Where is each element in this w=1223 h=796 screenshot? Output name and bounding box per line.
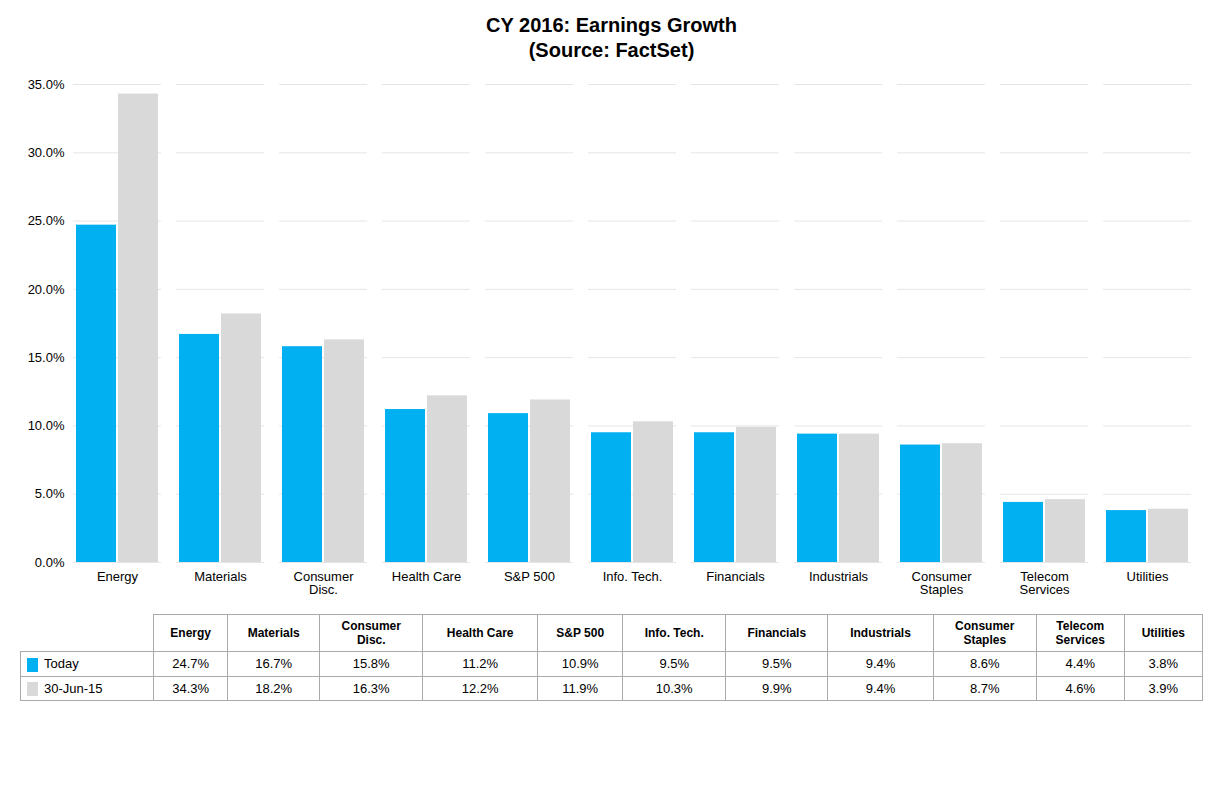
svg-text:Industrials: Industrials [809, 569, 869, 584]
html-text:34.3%: 34.3% [172, 680, 210, 696]
html-text:9.5%: 9.5% [659, 656, 689, 672]
html-text:3.9%: 3.9% [1148, 680, 1179, 696]
svg-text:Materials: Materials [194, 569, 247, 584]
svg-text:ConsumerDisc.: ConsumerDisc. [294, 569, 355, 597]
html-text:10.9%: 10.9% [561, 656, 599, 672]
svg-text:Energy: Energy [97, 569, 139, 584]
html-text:Info. Tech.: Info. Tech. [644, 626, 704, 640]
html-text:30-Jun-15: 30-Jun-15 [44, 680, 103, 696]
html-text:Industrials: Industrials [850, 626, 911, 640]
html-text:18.2%: 18.2% [255, 680, 293, 696]
html-text:12.2%: 12.2% [461, 680, 499, 696]
html-text:S&P 500: S&P 500 [556, 626, 605, 640]
html-text:15.8%: 15.8% [352, 656, 390, 672]
html-text:11.9%: 11.9% [562, 680, 599, 696]
svg-text:10.0%: 10.0% [28, 418, 65, 433]
svg-text:Financials: Financials [706, 569, 765, 584]
svg-text:Info. Tech.: Info. Tech. [603, 569, 663, 584]
html-text:16.3%: 16.3% [352, 680, 390, 696]
html-text:(Source: FactSet): (Source: FactSet) [528, 39, 695, 61]
html-text:9.9%: 9.9% [761, 680, 792, 696]
svg-text:S&P 500: S&P 500 [504, 569, 555, 584]
html-text:24.7%: 24.7% [172, 656, 210, 672]
html-text:9.4%: 9.4% [865, 656, 896, 672]
svg-text:Health Care: Health Care [392, 569, 461, 584]
html-text:Telecom Services: Telecom Services [1055, 619, 1105, 647]
svg-text:0.0%: 0.0% [35, 555, 65, 570]
html-text:8.7%: 8.7% [970, 680, 1000, 696]
svg-text:20.0%: 20.0% [28, 282, 65, 297]
html-text:10.3%: 10.3% [655, 680, 693, 696]
html-text:Financials: Financials [747, 626, 807, 640]
svg-text:Utilities: Utilities [1127, 569, 1169, 584]
html-text:9.5%: 9.5% [761, 656, 792, 672]
html-text:Today: Today [44, 656, 79, 671]
html-text:4.4%: 4.4% [1065, 656, 1096, 672]
html-text:11.2%: 11.2% [462, 656, 499, 672]
html-text:9.4%: 9.4% [865, 680, 896, 696]
html-text:Consumer Staples: Consumer Staples [955, 619, 1015, 647]
html-text:3.8%: 3.8% [1148, 656, 1179, 672]
svg-text:35.0%: 35.0% [28, 77, 65, 92]
html-text:Materials: Materials [247, 626, 300, 640]
html-text:8.6%: 8.6% [970, 656, 1000, 672]
html-text:4.6%: 4.6% [1065, 680, 1096, 696]
svg-text:ConsumerStaples: ConsumerStaples [912, 569, 973, 597]
svg-text:TelecomServices: TelecomServices [1020, 569, 1070, 597]
svg-text:30.0%: 30.0% [28, 145, 65, 160]
svg-text:15.0%: 15.0% [28, 350, 65, 365]
html-text:16.7%: 16.7% [255, 656, 293, 672]
html-text:CY 2016: Earnings Growth: CY 2016: Earnings Growth [486, 14, 737, 36]
html-text:Energy: Energy [170, 626, 211, 640]
html-text:Utilities: Utilities [1141, 626, 1185, 640]
svg-text:25.0%: 25.0% [28, 213, 65, 228]
html-text:Health Care: Health Care [446, 626, 514, 640]
html-text:Consumer Disc.: Consumer Disc. [341, 619, 401, 647]
svg-text:5.0%: 5.0% [35, 486, 65, 501]
